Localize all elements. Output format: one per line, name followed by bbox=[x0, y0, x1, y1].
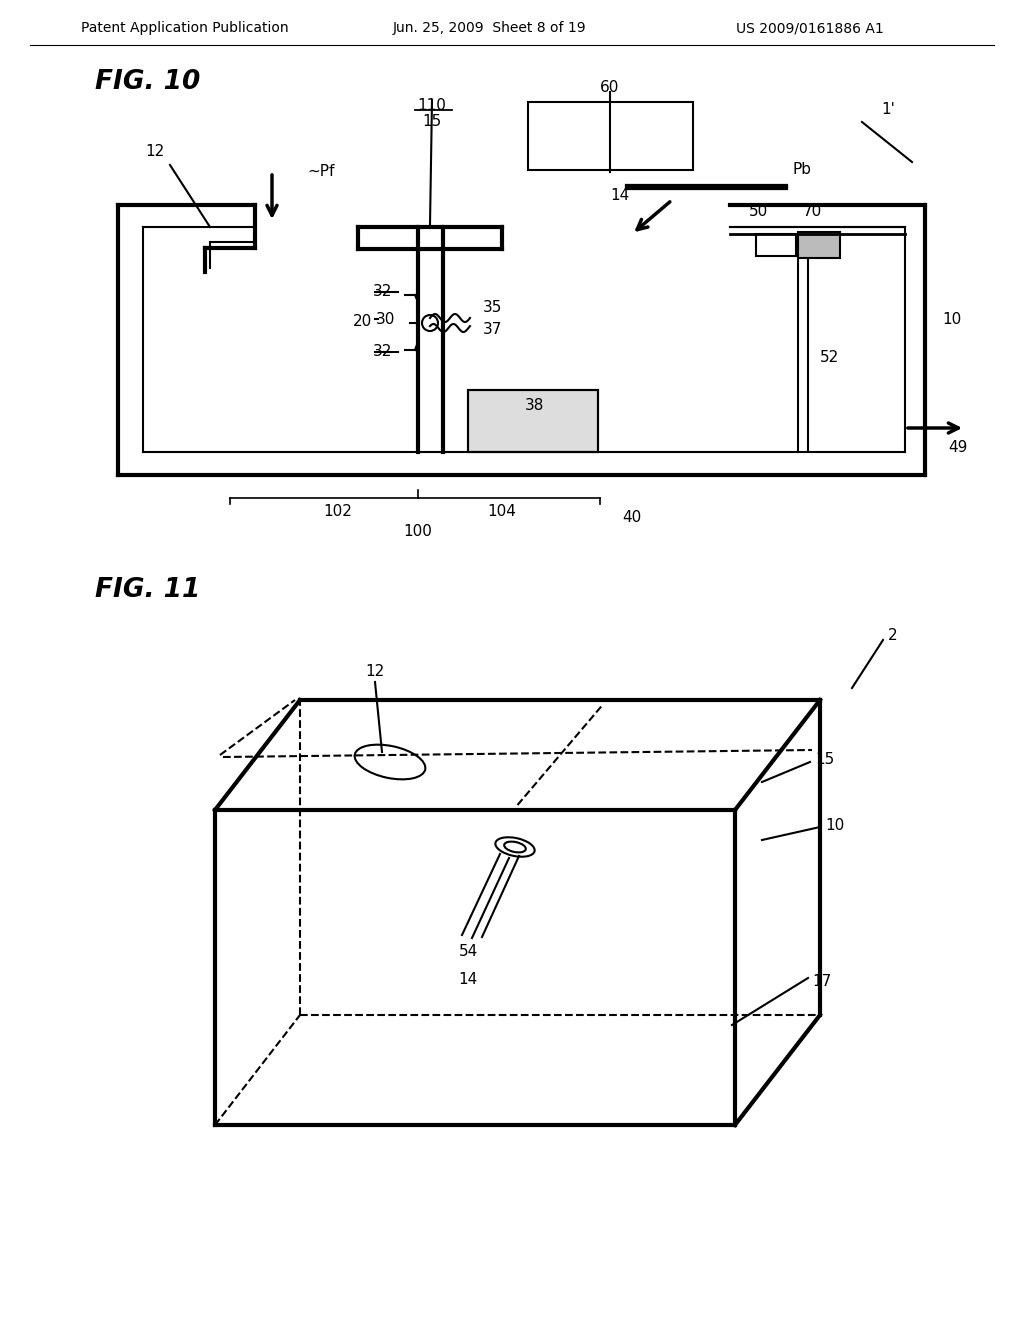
Text: 100: 100 bbox=[403, 524, 432, 540]
Text: 2: 2 bbox=[888, 627, 898, 643]
Text: 40: 40 bbox=[623, 511, 642, 525]
Text: 37: 37 bbox=[483, 322, 503, 337]
Text: 38: 38 bbox=[525, 397, 545, 412]
Text: Patent Application Publication: Patent Application Publication bbox=[81, 21, 289, 36]
Text: 14: 14 bbox=[610, 187, 630, 202]
Text: 15: 15 bbox=[422, 115, 441, 129]
Text: 1': 1' bbox=[881, 103, 895, 117]
Text: Pb: Pb bbox=[792, 162, 811, 177]
Text: 102: 102 bbox=[324, 504, 352, 520]
Text: 54: 54 bbox=[459, 945, 477, 960]
Text: Jun. 25, 2009  Sheet 8 of 19: Jun. 25, 2009 Sheet 8 of 19 bbox=[393, 21, 587, 36]
Text: 32: 32 bbox=[373, 345, 392, 359]
Text: US 2009/0161886 A1: US 2009/0161886 A1 bbox=[736, 21, 884, 36]
Text: 52: 52 bbox=[820, 351, 840, 366]
Text: 14: 14 bbox=[459, 973, 477, 987]
Text: ~Pf: ~Pf bbox=[307, 165, 335, 180]
Text: 12: 12 bbox=[145, 144, 165, 160]
Text: FIG. 10: FIG. 10 bbox=[95, 69, 201, 95]
Text: 50: 50 bbox=[749, 205, 768, 219]
Text: 60: 60 bbox=[600, 79, 620, 95]
Bar bbox=[468, 389, 598, 451]
Text: 49: 49 bbox=[948, 441, 968, 455]
Text: 10: 10 bbox=[942, 313, 962, 327]
Text: 35: 35 bbox=[483, 301, 503, 315]
Text: 110: 110 bbox=[418, 98, 446, 112]
Text: 20: 20 bbox=[352, 314, 372, 330]
Text: 104: 104 bbox=[487, 504, 516, 520]
Text: 70: 70 bbox=[803, 205, 821, 219]
Text: 12: 12 bbox=[366, 664, 385, 680]
Bar bbox=[528, 102, 693, 170]
Text: 15: 15 bbox=[815, 752, 835, 767]
Text: FIG. 11: FIG. 11 bbox=[95, 577, 201, 603]
Text: 10: 10 bbox=[825, 817, 844, 833]
Bar bbox=[468, 389, 598, 451]
Bar bbox=[798, 232, 840, 257]
Text: 30: 30 bbox=[376, 312, 395, 326]
Text: 17: 17 bbox=[812, 974, 831, 990]
Text: 32: 32 bbox=[373, 285, 392, 300]
Bar bbox=[756, 234, 796, 256]
